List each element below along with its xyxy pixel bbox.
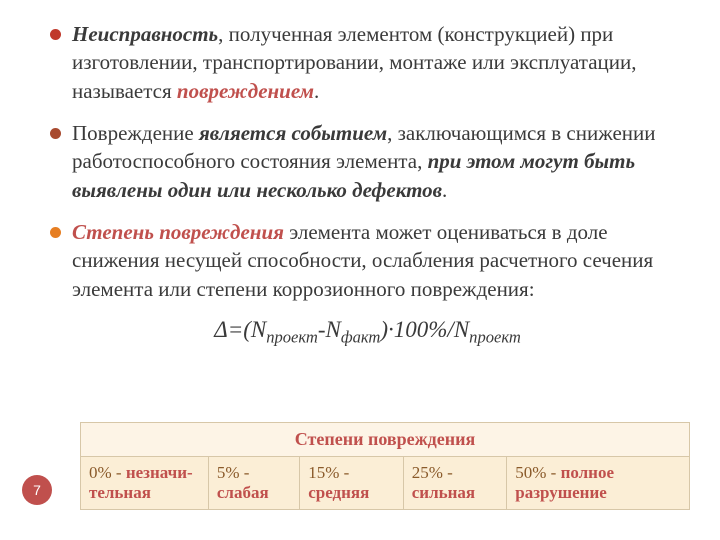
cell-level: сильная (412, 483, 475, 502)
bullet-item: Повреждение является событием, заключающ… (50, 119, 685, 204)
table-cell: 0% - незначи-тельная (81, 457, 209, 510)
bullet-item: Неисправность, полученная элементом (кон… (50, 20, 685, 105)
table-header: Степени повреждения (81, 423, 690, 457)
text-run: является событием (199, 121, 387, 145)
formula-sub: факт (341, 328, 381, 347)
table-cell: 5% - слабая (208, 457, 299, 510)
cell-percent: 0% - (89, 463, 126, 482)
table-cell: 15% - средняя (300, 457, 404, 510)
slide-body: Неисправность, полученная элементом (кон… (0, 0, 720, 348)
formula-delta: Δ (214, 317, 228, 342)
formula: Δ=(Nпроект-Nфакт)·100%/Nпроект (50, 317, 685, 348)
text-run: Неисправность (72, 22, 218, 46)
formula-sub: проект (266, 328, 318, 347)
cell-level: средняя (308, 483, 369, 502)
formula-part: =(N (228, 317, 267, 342)
text-run: Степень повреждения (72, 220, 284, 244)
damage-table: Степени повреждения 0% - незначи-тельная… (80, 422, 690, 510)
text-run: Повреждение (72, 121, 199, 145)
cell-percent: 50% - (515, 463, 560, 482)
cell-percent: 5% - (217, 463, 250, 482)
text-run: повреждением (177, 79, 314, 103)
formula-sub: проект (469, 328, 521, 347)
page-number: 7 (33, 482, 41, 498)
cell-percent: 15% - (308, 463, 349, 482)
bullet-item: Степень повреждения элемента может оцени… (50, 218, 685, 303)
table-cell: 50% - полное разрушение (507, 457, 690, 510)
cell-level: слабая (217, 483, 269, 502)
damage-table-wrap: Степени повреждения 0% - незначи-тельная… (80, 422, 690, 510)
table-cell: 25% - сильная (403, 457, 507, 510)
cell-percent: 25% - (412, 463, 453, 482)
bullet-list: Неисправность, полученная элементом (кон… (50, 20, 685, 303)
page-number-badge: 7 (22, 475, 52, 505)
formula-part: -N (318, 317, 341, 342)
formula-part: )·100%/N (380, 317, 469, 342)
text-run: . (442, 178, 447, 202)
text-run: . (314, 79, 319, 103)
table-row: 0% - незначи-тельная5% - слабая15% - сре… (81, 457, 690, 510)
